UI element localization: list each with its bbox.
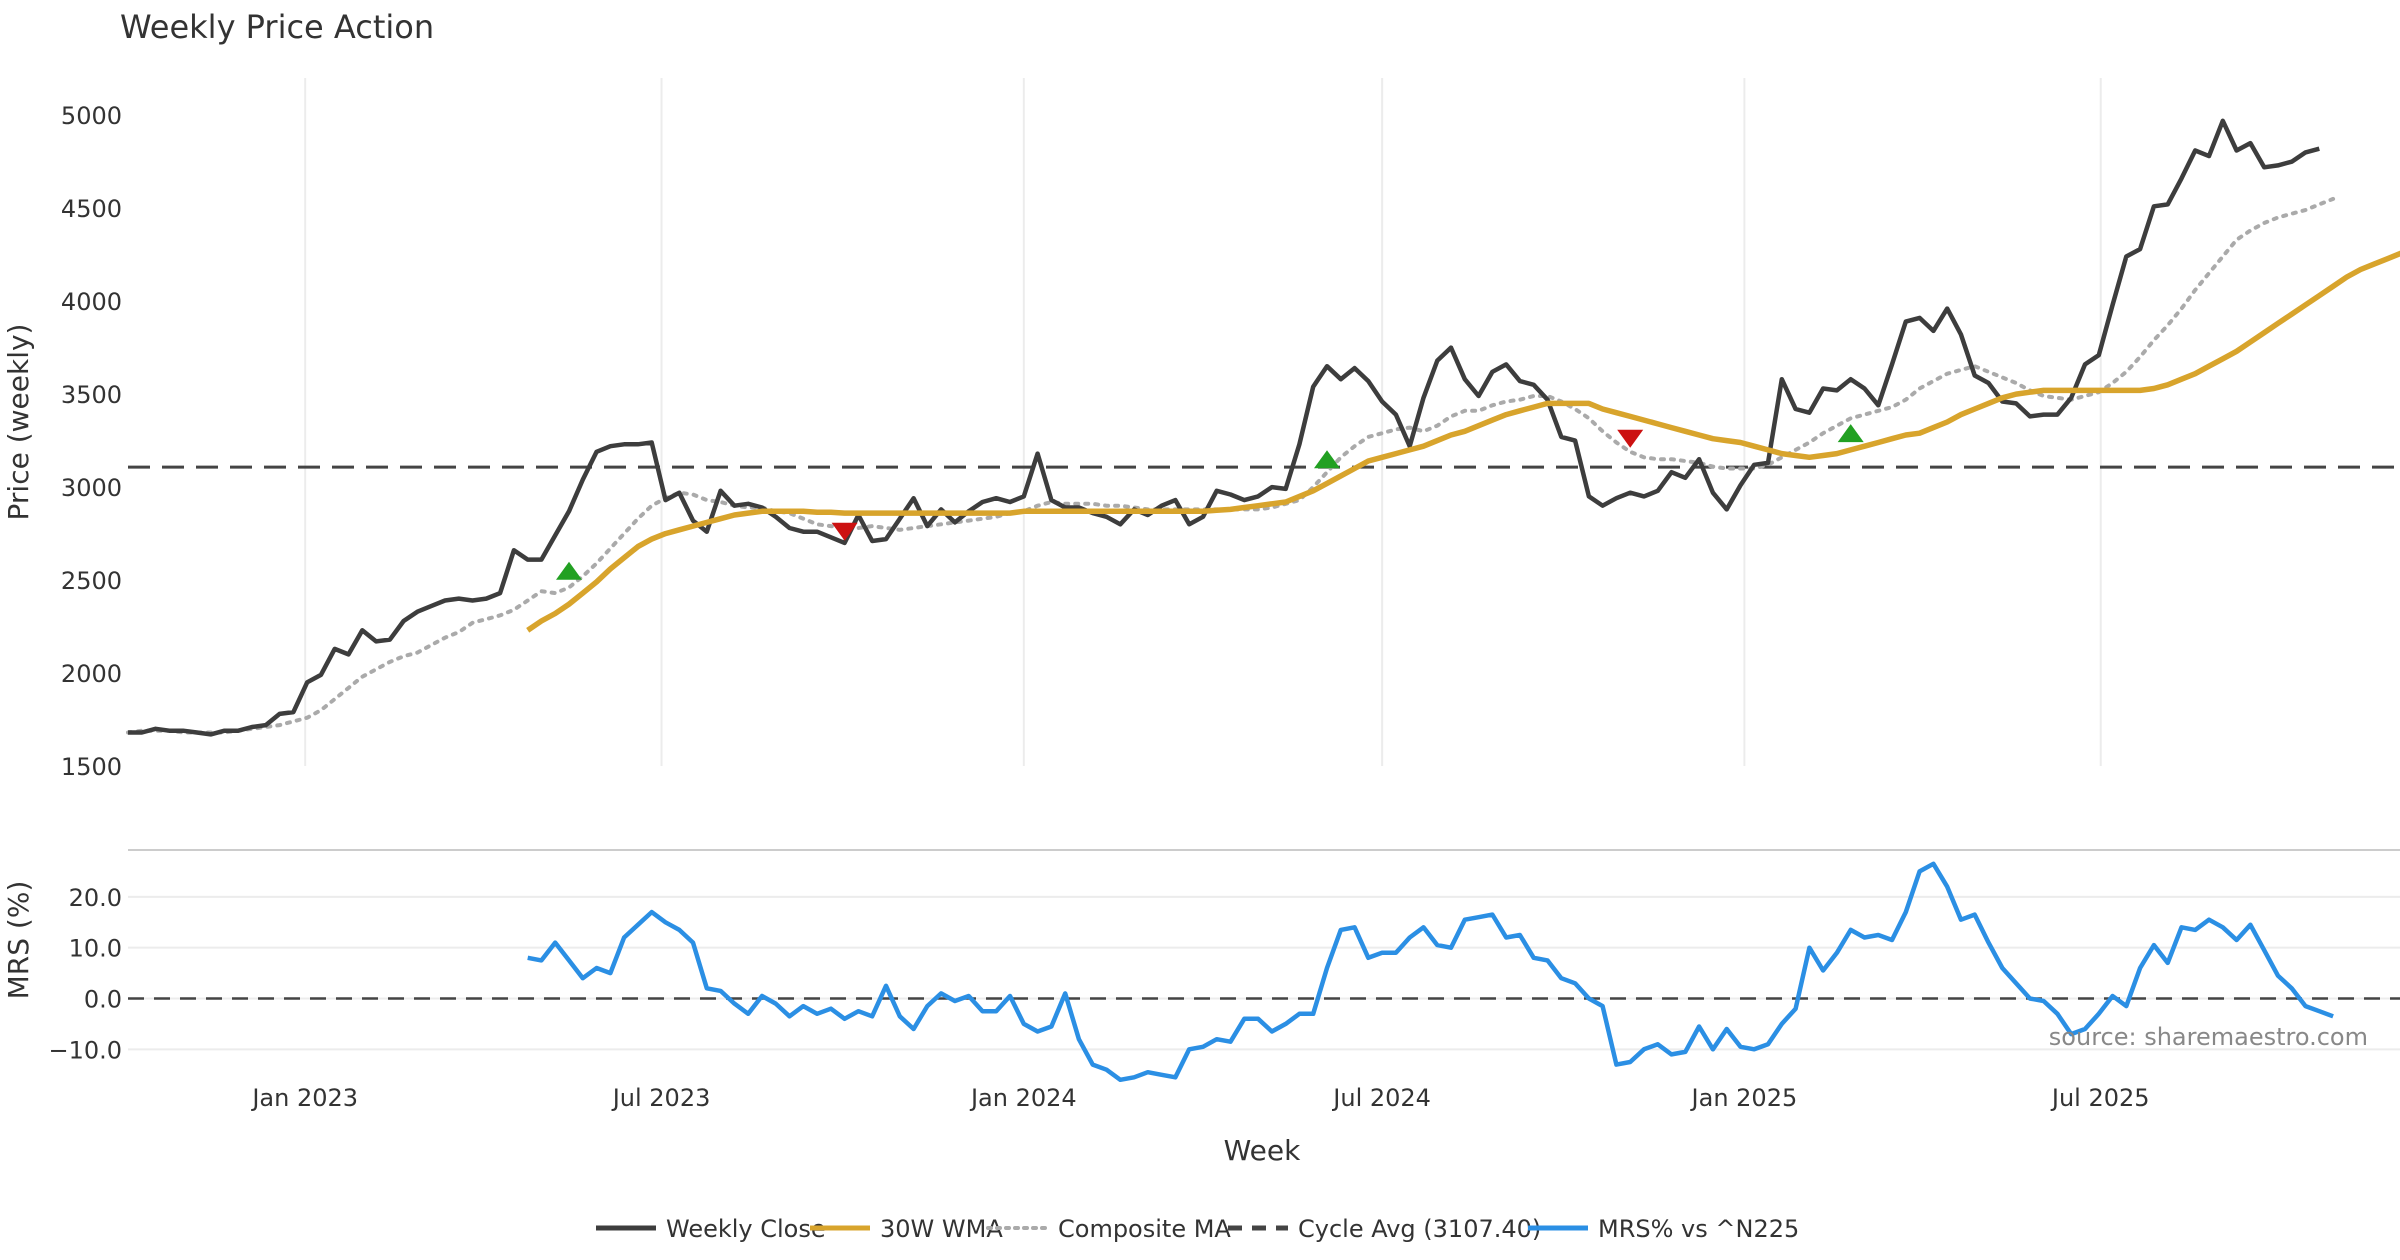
mrs-ytick-label: 20.0	[69, 884, 122, 912]
mrs-ytick-label: −10.0	[48, 1036, 122, 1064]
legend-label: Composite MA	[1058, 1215, 1231, 1243]
legend-label: MRS% vs ^N225	[1598, 1215, 1799, 1243]
mrs-ytick-label: 10.0	[69, 935, 122, 963]
xtick-label: Jan 2025	[1690, 1084, 1798, 1112]
mrs-ytick-label: 0.0	[84, 986, 122, 1014]
xtick-label: Jul 2024	[1331, 1084, 1431, 1112]
top-ytick-label: 2000	[61, 660, 122, 688]
legend: Weekly Close 30W WMA Composite MA Cycle Avg…	[596, 1215, 1799, 1243]
xaxis-label: Week	[1224, 1134, 1301, 1167]
xtick-label: Jul 2023	[611, 1084, 711, 1112]
buy-signal-marker-0	[556, 561, 583, 580]
weekly-close-line	[128, 118, 2320, 737]
sell-signal-marker-3	[1617, 429, 1644, 448]
top-ytick-label: 1500	[61, 753, 122, 781]
mrs-ylabel: MRS (%)	[2, 881, 35, 1000]
top-ytick-label: 3000	[61, 474, 122, 502]
legend-label: Cycle Avg (3107.40)	[1298, 1215, 1541, 1243]
top-ytick-label: 3500	[61, 381, 122, 409]
top-ytick-label: 4000	[61, 288, 122, 316]
xtick-label: Jan 2024	[969, 1084, 1077, 1112]
xtick-label: Jul 2025	[2050, 1084, 2150, 1112]
sell-signal-marker-1	[831, 522, 858, 541]
legend-label: 30W WMA	[880, 1215, 1003, 1243]
legend-item-1: 30W WMA	[810, 1215, 1003, 1243]
top-ytick-label: 5000	[61, 102, 122, 130]
legend-label: Weekly Close	[666, 1215, 826, 1243]
source-annotation: source: sharemaestro.com	[2049, 1023, 2368, 1051]
buy-signal-marker-4	[1837, 424, 1864, 443]
top-ytick-label: 2500	[61, 567, 122, 595]
legend-item-4: MRS% vs ^N225	[1528, 1215, 1799, 1243]
top-ytick-label: 4500	[61, 195, 122, 223]
mrs-line	[527, 861, 2334, 1083]
wma-30w-line	[526, 250, 2400, 633]
legend-item-2: Composite MA	[986, 1215, 1231, 1243]
chart-title: Weekly Price Action	[120, 8, 434, 46]
buy-signal-marker-2	[1314, 450, 1341, 469]
composite-ma-line	[126, 196, 2336, 735]
legend-item-3: Cycle Avg (3107.40)	[1228, 1215, 1541, 1243]
xtick-label: Jan 2023	[250, 1084, 358, 1112]
legend-item-0: Weekly Close	[596, 1215, 826, 1243]
top-ylabel: Price (weekly)	[2, 324, 35, 521]
